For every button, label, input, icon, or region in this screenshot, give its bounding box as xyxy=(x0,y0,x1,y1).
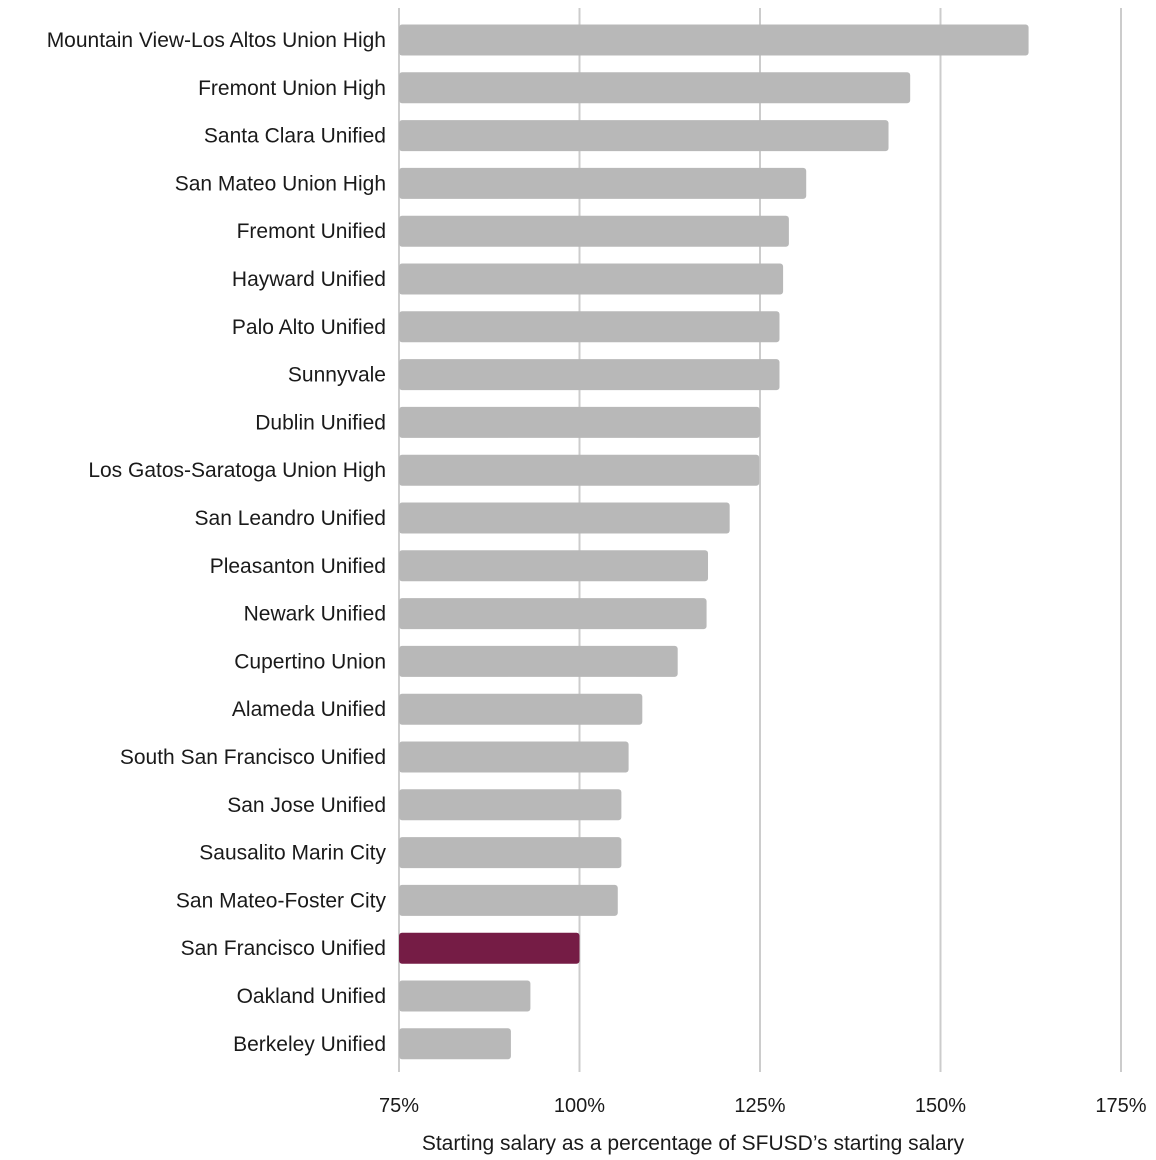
category-label: San Jose Unified xyxy=(227,794,386,817)
category-label: Alameda Unified xyxy=(232,698,386,721)
category-label: Palo Alto Unified xyxy=(232,316,386,339)
x-axis-title: Starting salary as a percentage of SFUSD… xyxy=(422,1132,965,1155)
x-tick-label: 75% xyxy=(379,1095,419,1117)
category-label: San Mateo Union High xyxy=(175,172,386,195)
x-tick-label: 100% xyxy=(554,1095,605,1117)
bar xyxy=(399,120,889,152)
category-label: Oakland Unified xyxy=(237,985,386,1008)
bar xyxy=(399,502,730,534)
category-label: South San Francisco Unified xyxy=(120,746,386,769)
bar xyxy=(399,645,678,677)
x-tick-label: 175% xyxy=(1095,1095,1146,1117)
bar xyxy=(399,359,780,391)
bar xyxy=(399,311,780,343)
category-label: Dublin Unified xyxy=(255,411,386,434)
bar-highlighted xyxy=(399,932,580,964)
bar xyxy=(399,884,618,916)
bar xyxy=(399,741,629,773)
bar xyxy=(399,167,807,199)
bar xyxy=(399,789,622,821)
category-label: Newark Unified xyxy=(244,603,386,626)
bar xyxy=(399,598,707,630)
category-labels: Mountain View-Los Altos Union High Fremon… xyxy=(47,29,387,1056)
x-tick-label: 150% xyxy=(915,1095,966,1117)
category-label: San Leandro Unified xyxy=(195,507,386,530)
category-label: Sunnyvale xyxy=(288,364,386,387)
x-tick-label: 125% xyxy=(734,1095,785,1117)
category-label: Sausalito Marin City xyxy=(199,842,386,865)
category-label: Pleasanton Unified xyxy=(210,555,386,578)
category-label: Hayward Unified xyxy=(232,268,386,291)
bars xyxy=(399,24,1029,1060)
category-label: Fremont Unified xyxy=(237,220,386,243)
bar xyxy=(399,72,911,104)
category-label: Santa Clara Unified xyxy=(204,125,386,148)
bar xyxy=(399,837,622,869)
category-label: Fremont Union High xyxy=(198,77,386,100)
category-label: San Francisco Unified xyxy=(181,937,386,960)
bar xyxy=(399,454,760,486)
bar xyxy=(399,980,531,1012)
category-label: Berkeley Unified xyxy=(233,1033,386,1056)
category-label: Los Gatos-Saratoga Union High xyxy=(88,459,386,482)
bar xyxy=(399,263,784,295)
category-label: Cupertino Union xyxy=(234,650,386,673)
bar xyxy=(399,550,709,582)
category-label: San Mateo-Foster City xyxy=(176,889,387,912)
bar xyxy=(399,215,789,247)
x-tick-labels: 75% 100% 125% 150% 175% xyxy=(379,1095,1147,1117)
bar xyxy=(399,406,760,438)
bar xyxy=(399,693,643,725)
bar xyxy=(399,1028,511,1060)
category-label: Mountain View-Los Altos Union High xyxy=(47,29,386,52)
bar xyxy=(399,24,1029,56)
